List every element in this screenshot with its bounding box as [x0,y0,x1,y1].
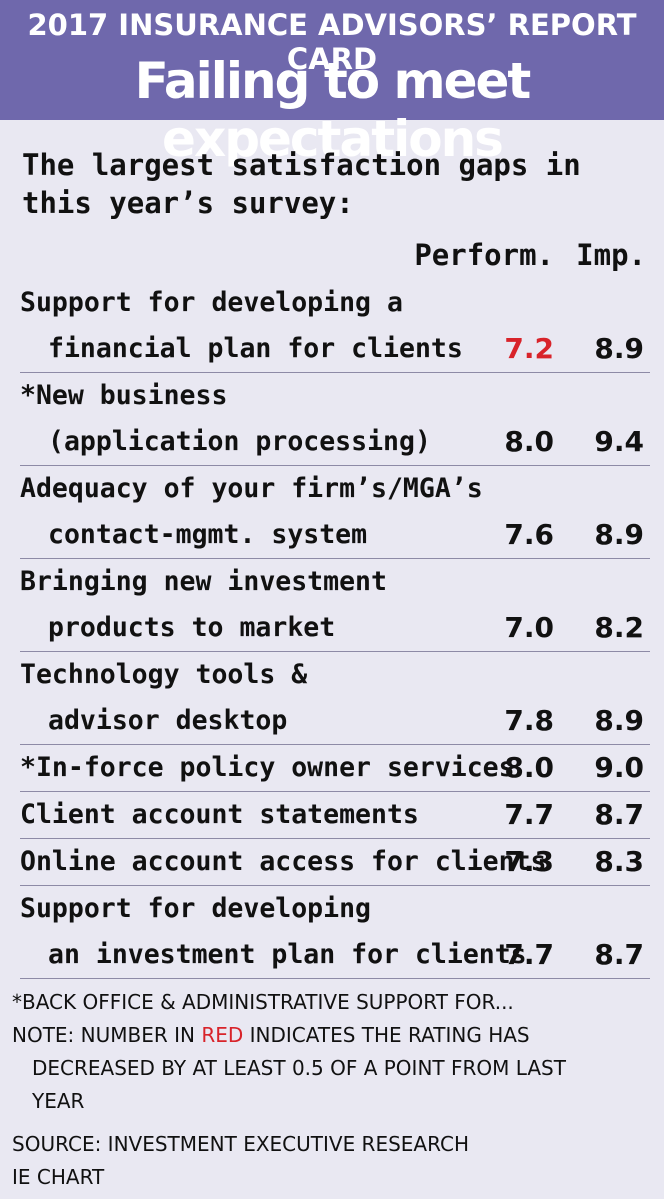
chart-subtitle: The largest satisfaction gaps in this ye… [22,148,581,220]
row-label: Support for developing [20,893,371,924]
perform-value: 7.2 [504,332,554,365]
row-label: Adequacy of your firm’s/MGA’s [20,473,483,504]
note-line-3: YEAR [32,1089,85,1113]
row-label-continued: an investment plan for clients [48,939,527,970]
source-line: SOURCE: INVESTMENT EXECUTIVE RESEARCH [12,1132,470,1156]
row-label-continued: (application processing) [48,426,431,457]
table-row: *In-force policy owner services 8.0 9.0 [20,745,650,792]
importance-value: 8.9 [594,704,644,737]
perform-value: 7.0 [504,611,554,644]
importance-value: 9.0 [594,751,644,784]
table-row: *New business (application processing) 8.0… [20,373,650,466]
importance-value: 8.7 [594,798,644,831]
perform-value: 7.7 [504,798,554,831]
notes: *BACK OFFICE & ADMINISTRATIVE SUPPORT FO… [12,986,652,1194]
column-header-imp: Imp. [576,238,646,272]
table-row: Client account statements 7.7 8.7 [20,792,650,839]
table-row: Technology tools & advisor desktop 7.8 8.9 [20,652,650,745]
perform-value: 8.0 [504,425,554,458]
table-row: Support for developing a financial plan f… [20,280,650,373]
note-suffix: INDICATES THE RATING HAS [243,1023,530,1047]
importance-value: 8.9 [594,518,644,551]
importance-value: 8.7 [594,938,644,971]
note-red-word: RED [201,1023,244,1047]
column-header-perform: Perform. [414,238,554,272]
importance-value: 9.4 [594,425,644,458]
note-prefix: NOTE: NUMBER IN [12,1023,202,1047]
footnote: *BACK OFFICE & ADMINISTRATIVE SUPPORT FO… [12,990,514,1014]
note-line-2: DECREASED BY AT LEAST 0.5 OF A POINT FRO… [32,1056,566,1080]
headline: Failing to meet expectations [134,52,532,168]
row-label: *In-force policy owner services [20,752,515,783]
importance-value: 8.3 [594,845,644,878]
row-label: Online account access for clients [20,846,547,877]
row-label-continued: advisor desktop [48,705,288,736]
ratings-table: Support for developing a financial plan f… [0,280,664,979]
table-row: Adequacy of your firm’s/MGA’s contact-mgm… [20,466,650,559]
row-label-continued: financial plan for clients [48,333,463,364]
row-label-continued: products to market [48,612,336,643]
row-label-continued: contact-mgmt. system [48,519,368,550]
perform-value: 8.0 [504,751,554,784]
perform-value: 7.8 [504,704,554,737]
row-label: Technology tools & [20,659,308,690]
chart-credit: IE CHART [12,1165,105,1189]
perform-value: 7.3 [504,845,554,878]
perform-value: 7.7 [504,938,554,971]
table-row: Support for developing an investment plan… [20,886,650,979]
report-kicker: 2017 INSURANCE ADVISORS’ REPORT CARD [27,8,637,76]
row-label: Support for developing a [20,287,403,318]
table-row: Online account access for clients 7.3 8.3 [20,839,650,886]
perform-value: 7.6 [504,518,554,551]
row-label: Client account statements [20,799,419,830]
importance-value: 8.9 [594,332,644,365]
header-banner: 2017 INSURANCE ADVISORS’ REPORT CARD Fai… [0,0,664,168]
row-label: *New business [20,380,228,411]
table-row: Bringing new investment products to marke… [20,559,650,652]
note-line-1: NOTE: NUMBER IN RED INDICATES THE RATING… [12,1019,652,1052]
importance-value: 8.2 [594,611,644,644]
row-label: Bringing new investment [20,566,387,597]
